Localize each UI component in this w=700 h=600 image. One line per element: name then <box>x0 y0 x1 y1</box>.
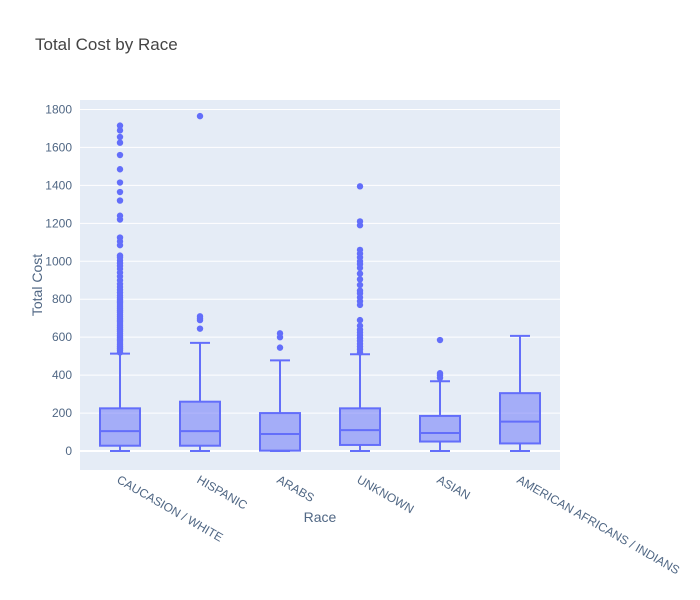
plot-area <box>80 100 560 470</box>
outlier-point <box>196 325 204 332</box>
x-axis-title: Race <box>304 509 337 525</box>
box-3 <box>339 183 381 453</box>
iqr-box <box>419 414 461 443</box>
chart-title: Total Cost by Race <box>35 35 178 54</box>
box-4 <box>419 336 461 453</box>
x-tick-label-3: UNKNOWN <box>355 472 417 516</box>
outlier-point <box>276 344 284 351</box>
x-tick-label-1: HISPANIC <box>195 472 251 512</box>
y-tick-label-800: 800 <box>52 292 72 306</box>
y-tick-label-200: 200 <box>52 406 72 420</box>
box-0 <box>99 122 141 453</box>
outlier-point <box>356 246 364 254</box>
x-tick-label-5: AMERICAN AFRICANS / INDIANS <box>515 472 683 577</box>
outlier-point <box>116 127 124 134</box>
y-axis-title: Total Cost <box>29 254 45 316</box>
y-tick-label-1400: 1400 <box>45 178 72 192</box>
outlier-point <box>116 179 124 186</box>
y-tick-label-400: 400 <box>52 368 72 382</box>
outlier-point <box>196 112 204 120</box>
outlier-point <box>356 270 364 277</box>
x-tick-label-2: ARABS <box>275 472 317 504</box>
y-tick-label-1000: 1000 <box>45 254 72 268</box>
iqr-box <box>179 400 221 447</box>
box-2 <box>259 330 301 453</box>
outlier-point <box>116 151 124 159</box>
outlier-point <box>116 252 124 259</box>
outlier-point <box>116 212 124 219</box>
iqr-box <box>259 412 301 452</box>
outlier-point <box>116 234 124 241</box>
outlier-point <box>356 316 364 324</box>
outlier-point <box>436 336 444 344</box>
box-1 <box>179 112 221 453</box>
iqr-box <box>99 407 141 447</box>
gridlines <box>80 108 560 453</box>
iqr-box <box>499 392 541 445</box>
outlier-point <box>116 166 124 173</box>
outlier-point <box>196 313 204 320</box>
y-tick-label-1800: 1800 <box>45 102 72 116</box>
outlier-point <box>436 370 444 377</box>
outlier-point <box>356 218 364 225</box>
outlier-point <box>276 330 284 337</box>
outlier-point <box>356 287 364 294</box>
outlier-point <box>116 139 124 146</box>
outlier-point <box>116 197 124 204</box>
iqr-box <box>339 407 381 446</box>
outlier-point <box>356 281 364 289</box>
y-tick-label-1600: 1600 <box>45 140 72 154</box>
outlier-point <box>116 188 124 196</box>
outlier-point <box>116 122 124 129</box>
outlier-point <box>356 183 364 190</box>
box-5 <box>499 334 541 453</box>
y-tick-label-0: 0 <box>65 444 72 458</box>
y-tick-label-1200: 1200 <box>45 216 72 230</box>
y-axis-ticks: 0 200 400 600 800 1000 1200 1400 1600 1800 <box>45 102 72 458</box>
outlier-point <box>356 276 364 283</box>
outlier-point <box>356 322 364 329</box>
boxes <box>99 112 541 453</box>
outlier-point <box>116 133 124 141</box>
y-tick-label-600: 600 <box>52 330 72 344</box>
x-tick-label-4: ASIAN <box>435 472 473 502</box>
